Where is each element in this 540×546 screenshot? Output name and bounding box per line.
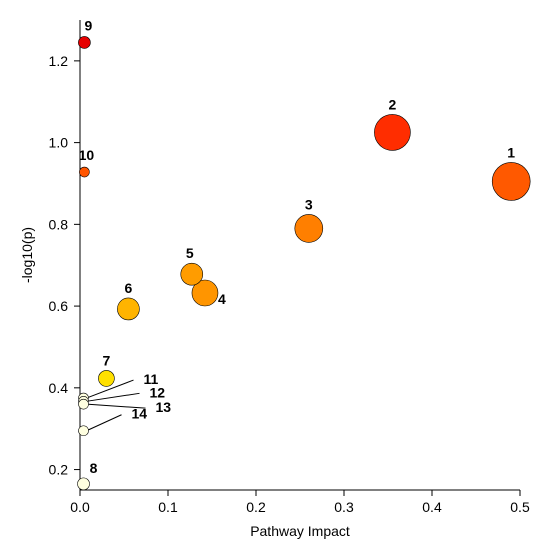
data-point-label: 6: [125, 280, 133, 296]
data-point: [117, 298, 139, 320]
x-tick-label: 0.2: [246, 499, 266, 515]
data-point: [181, 263, 203, 285]
data-point-label: 5: [186, 245, 194, 261]
bubble-chart: 0.0 0.1 0.2 0.3 0.4 0.5 0.2 0.4 0.6 0.8 1.0 1.2 Path…: [0, 0, 540, 546]
data-point-label: 13: [156, 399, 172, 415]
x-tick-label: 0.4: [422, 499, 442, 515]
data-point: [295, 214, 323, 242]
data-point-label: 9: [85, 17, 93, 33]
data-point: [78, 478, 90, 490]
y-tick-label: 0.4: [49, 380, 69, 396]
data-point-label: 8: [90, 460, 98, 476]
data-point: [374, 114, 410, 150]
x-axis-label: Pathway Impact: [250, 523, 350, 539]
data-point-label: 10: [79, 147, 95, 163]
x-tick-label: 0.3: [334, 499, 354, 515]
y-tick-label: 0.8: [49, 216, 69, 232]
data-point-label: 4: [218, 291, 226, 307]
x-tick-label: 0.5: [510, 499, 530, 515]
data-point-label: 7: [103, 352, 111, 368]
y-tick-label: 1.0: [49, 135, 69, 151]
data-point-label: 1: [507, 144, 515, 160]
data-point: [78, 36, 90, 48]
data-point-label: 3: [305, 196, 313, 212]
data-point: [79, 426, 89, 436]
chart-svg: 0.0 0.1 0.2 0.3 0.4 0.5 0.2 0.4 0.6 0.8 1.0 1.2 Path…: [0, 0, 540, 546]
data-point: [79, 399, 89, 409]
data-point-label: 2: [389, 96, 397, 112]
data-point-label: 14: [132, 406, 148, 422]
data-point: [79, 167, 89, 177]
y-tick-label: 0.6: [49, 298, 69, 314]
x-tick-label: 0.1: [158, 499, 178, 515]
y-axis-label: -log10(p): [19, 227, 35, 283]
y-tick-label: 0.2: [49, 462, 69, 478]
x-tick-label: 0.0: [70, 499, 90, 515]
data-point: [492, 162, 530, 200]
leader-line: [87, 415, 122, 431]
y-tick-label: 1.2: [49, 53, 69, 69]
data-point: [98, 370, 114, 386]
data-point-label: 12: [150, 384, 166, 400]
